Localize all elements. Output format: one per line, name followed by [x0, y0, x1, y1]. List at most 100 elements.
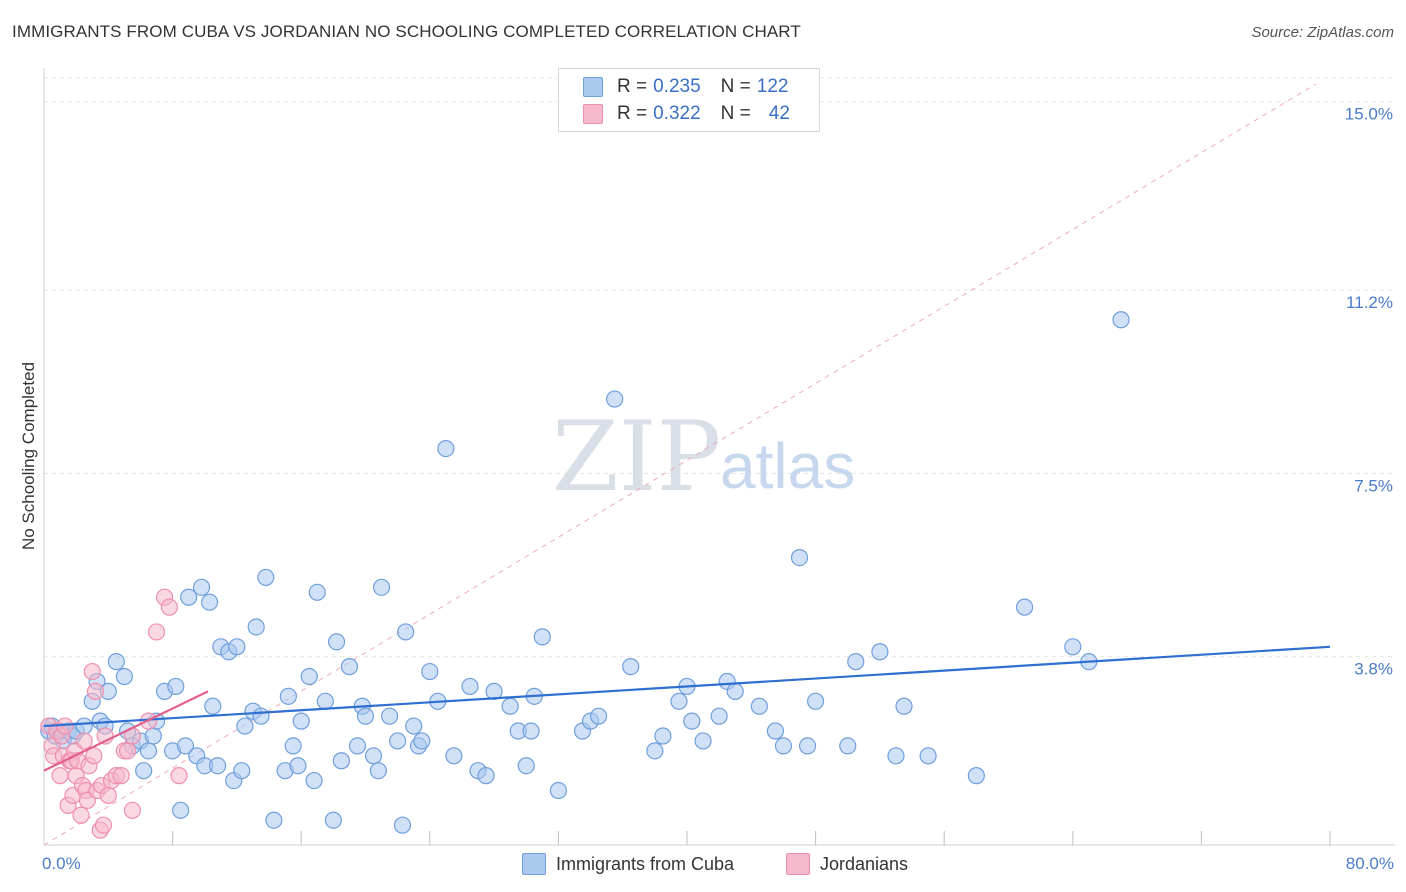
cuba-point: [670, 692, 688, 710]
cuba-trend-line: [43, 645, 1331, 728]
cuba-point: [372, 578, 391, 596]
chart-title: IMMIGRANTS FROM CUBA VS JORDANIAN NO SCH…: [12, 22, 801, 41]
r-label: R =: [617, 76, 648, 97]
source-label: Source: ZipAtlas.com: [1251, 24, 1394, 41]
jordan-point: [83, 662, 101, 681]
cuba-point: [75, 717, 93, 735]
cuba-point: [204, 697, 222, 715]
cuba-point: [967, 767, 985, 785]
cuba-point: [895, 697, 913, 715]
cuba-point: [421, 662, 439, 681]
cuba-point: [115, 667, 133, 686]
jordan-point: [99, 786, 117, 805]
x-tick-label-min: 0.0%: [42, 854, 81, 873]
bottom-legend-cuba: Immigrants from Cuba: [522, 852, 734, 876]
cuba-legend-swatch: [522, 853, 546, 875]
cuba-point: [305, 771, 323, 790]
bottom-legend-jordan: Jordanians: [786, 852, 908, 876]
x-tick-label-max: 80.0%: [1346, 854, 1394, 873]
cuba-point: [139, 742, 158, 760]
jordan-point: [160, 598, 178, 616]
cuba-point: [381, 707, 399, 725]
cuba-point: [316, 692, 334, 710]
jordan-point: [75, 732, 93, 750]
y-tick-label: 3.8%: [1354, 660, 1393, 679]
cuba-point: [324, 811, 342, 829]
cuba-point: [790, 549, 809, 567]
tick-labels: 3.8% 7.5% 11.2% 15.0% 0.0% 80.0%: [42, 105, 1394, 873]
cuba-point: [839, 737, 857, 755]
cuba-point: [236, 717, 254, 735]
cuba-point: [289, 757, 307, 775]
jordan-point: [112, 767, 130, 785]
y-axis-title: No Schooling Completed: [19, 362, 38, 550]
jordan-point: [147, 623, 166, 641]
cuba-point: [549, 781, 568, 800]
n-label: N =: [720, 103, 751, 124]
legend-row-cuba: R = 0.235 N = 122: [583, 74, 788, 100]
cuba-point: [589, 707, 608, 725]
cuba-point: [233, 762, 251, 780]
cuba-point: [252, 707, 270, 725]
y-tick-label: 11.2%: [1346, 293, 1393, 312]
jordan-legend-swatch: [786, 853, 810, 875]
cuba-point: [192, 578, 211, 596]
cuba-point: [393, 816, 412, 834]
cuba-point: [871, 643, 889, 661]
cuba-point: [1015, 598, 1034, 616]
cuba-point: [279, 687, 297, 705]
axes: [43, 68, 1395, 846]
jordan-point: [118, 742, 137, 760]
cuba-point: [847, 653, 865, 671]
cuba-point: [247, 618, 265, 636]
jordan-point: [51, 767, 69, 785]
jordan-point: [72, 806, 90, 824]
cuba-point: [798, 737, 817, 755]
cuba-point: [144, 727, 162, 745]
jordan-swatch: [583, 104, 603, 124]
cuba-point: [683, 712, 701, 730]
cuba-point: [172, 801, 190, 819]
y-tick-label: 15.0%: [1345, 105, 1393, 124]
cuba-point: [694, 732, 712, 750]
cuba-point: [167, 677, 185, 696]
cuba-point: [461, 677, 479, 696]
cuba-point: [107, 653, 125, 671]
reference-line: [43, 83, 1317, 846]
cuba-point: [413, 732, 431, 750]
cuba-point: [622, 658, 640, 676]
y-tick-label: 7.5%: [1354, 476, 1393, 495]
cuba-point: [806, 692, 825, 710]
cuba-point: [1112, 311, 1130, 329]
trend-lines: [43, 645, 1331, 772]
r-value-jordan: 0.322: [653, 103, 701, 124]
cuba-point: [389, 732, 407, 750]
r-label: R =: [617, 103, 648, 124]
cuba-point: [501, 697, 519, 715]
cuba-point: [750, 697, 768, 715]
n-label: N =: [720, 76, 751, 97]
cuba-point: [710, 707, 728, 725]
cuba-point: [340, 658, 359, 676]
cuba-point: [327, 633, 346, 651]
legend-row-jordan: R = 0.322 N = 42: [583, 101, 790, 127]
cuba-point: [887, 747, 905, 765]
jordan-point: [94, 816, 113, 834]
cuba-point: [726, 682, 744, 700]
cuba-point: [774, 737, 793, 755]
cuba-swatch: [583, 77, 603, 97]
cuba-point: [300, 667, 318, 686]
stats-legend: R = 0.235 N = 122 R = 0.322 N = 42: [558, 68, 820, 132]
cuba-point: [646, 742, 664, 760]
cuba-point: [332, 752, 350, 770]
grid-lines: [44, 77, 1395, 658]
cuba-point: [356, 707, 375, 725]
jordan-point: [85, 747, 103, 765]
r-value-cuba: 0.235: [653, 76, 701, 97]
cuba-point: [180, 588, 198, 606]
jordan-point: [86, 682, 105, 700]
cuba-point: [209, 757, 227, 775]
n-value-jordan: 42: [768, 103, 790, 124]
cuba-point: [919, 747, 937, 765]
